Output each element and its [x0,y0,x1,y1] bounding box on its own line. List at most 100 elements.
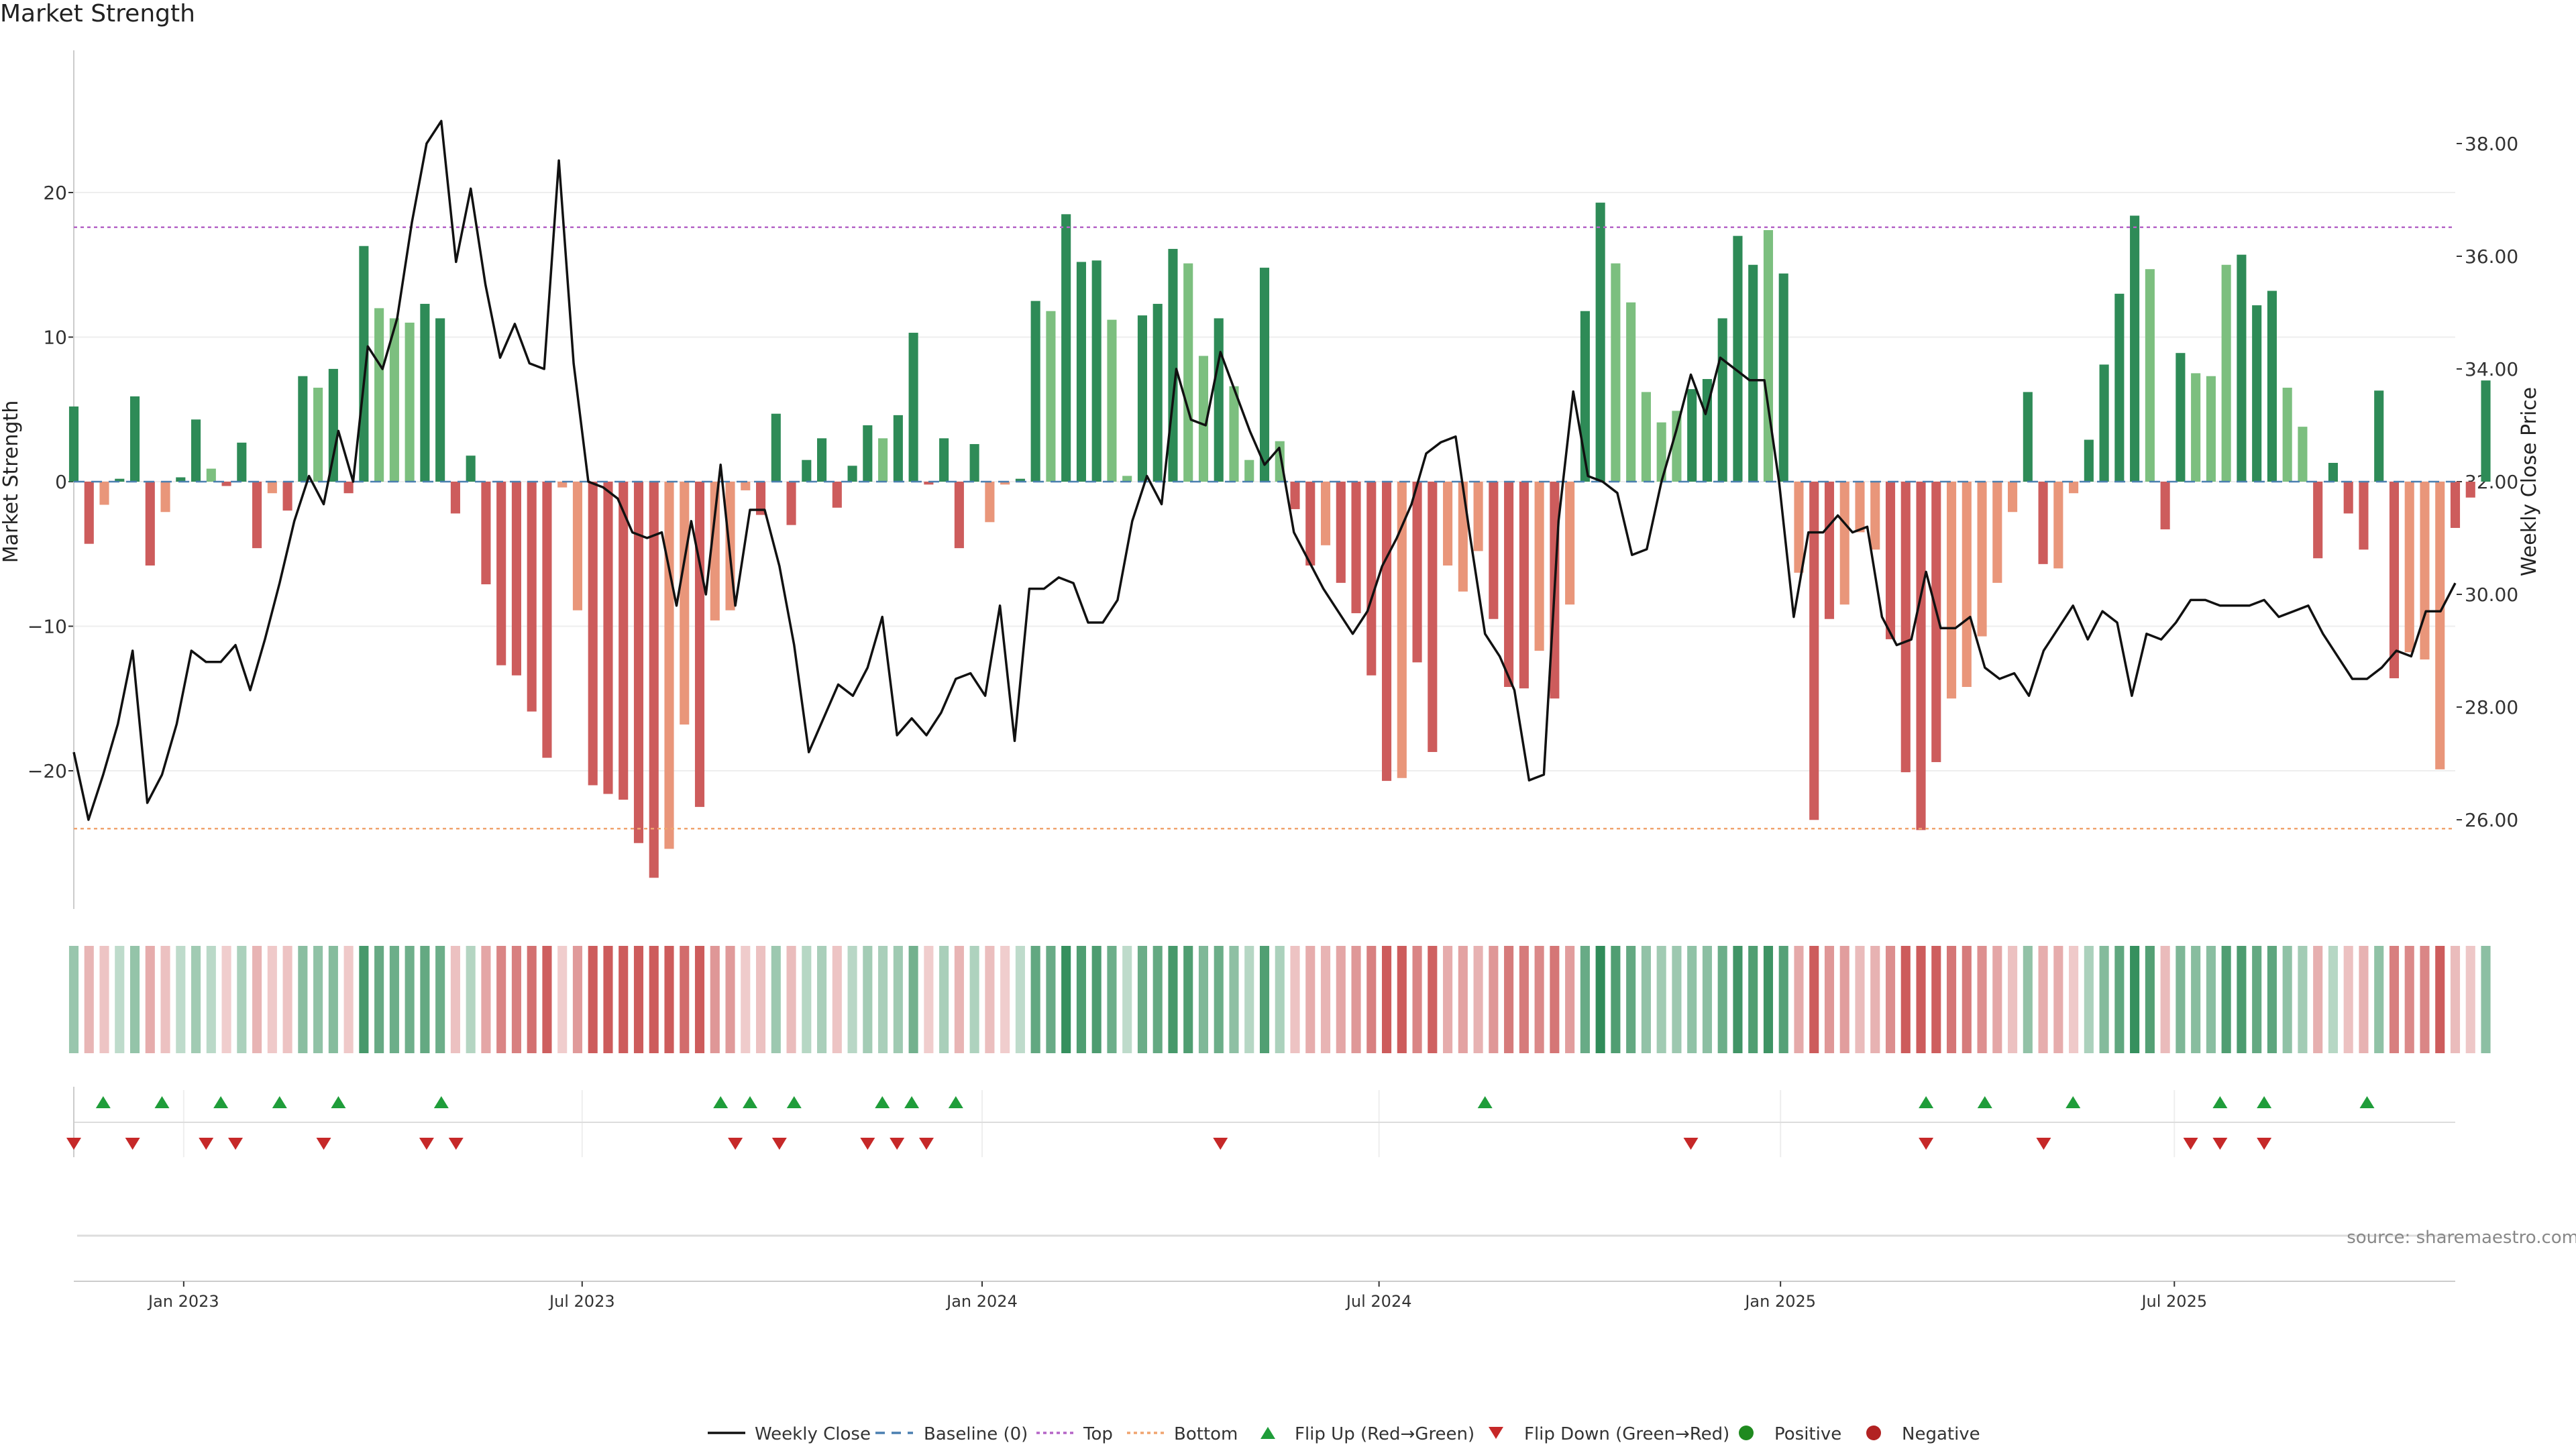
strength-bar [511,482,521,676]
strength-strip-cell [1855,946,1865,1053]
strength-strip-cell [2298,946,2308,1053]
strength-strip-cell [145,946,155,1053]
strength-bar [1839,482,1849,605]
strength-bar [1137,315,1148,482]
strength-bar [649,482,659,878]
flip-down-marker [199,1138,214,1150]
strength-strip-cell [1198,946,1209,1053]
strength-bar [221,482,231,486]
strength-bar [2435,482,2445,769]
strength-strip-cell [1626,946,1636,1053]
strength-strip-cell [1916,946,1926,1053]
strength-strip-cell [680,946,690,1053]
strength-bar [1656,422,1666,482]
strength-bar [1076,262,1086,482]
strength-strip-cell [1870,946,1880,1053]
flip-down-marker [419,1138,434,1150]
strength-strip-cell [710,946,720,1053]
strength-bar [2145,269,2155,482]
strength-strip-cell [313,946,323,1053]
strength-strip-cell [2069,946,2079,1053]
strength-strip-cell [1962,946,1972,1053]
strength-bar [1702,378,1712,482]
flip-down-marker [918,1138,934,1150]
strength-bar [2099,364,2109,482]
strength-strip-cell [191,946,201,1053]
strength-strip-cell [619,946,629,1053]
strength-strip-cell [725,946,735,1053]
strength-strip-cell [1794,946,1804,1053]
strength-bar [1015,478,1025,482]
strength-strip-cell [389,946,399,1053]
strength-strip-cell [496,946,506,1053]
strength-bar [466,455,476,482]
strength-bar [2221,264,2231,482]
strength-bar [755,482,766,515]
strength-bar [1672,411,1682,482]
strength-bar [1489,482,1499,619]
strength-strip-cell [557,946,568,1053]
strength-bar [2481,380,2491,482]
strength-strip-cell [878,946,888,1053]
strength-strip-cell [2359,946,2369,1053]
flip-up-marker [2257,1096,2272,1108]
strength-strip-cell [115,946,125,1053]
strength-bar [1229,386,1239,482]
strength-strip-cell [1733,946,1743,1053]
strength-bar [1504,482,1514,688]
strength-strip-cell [2191,946,2201,1053]
y2-tick-label: 28.00 [2465,696,2518,718]
strength-strip-cell [1977,946,1987,1053]
strength-strip-cell [1397,946,1407,1053]
strength-strip-cell [588,946,598,1053]
strength-strip-cell [1717,946,1727,1053]
strength-strip-cell [664,946,674,1053]
strength-strip-cell [1672,946,1682,1053]
strength-bar [817,438,827,482]
strength-bar [237,442,247,482]
strength-bar [359,246,369,482]
strength-bar [1351,482,1361,614]
strength-bar [252,482,262,549]
strength-bar [1428,482,1438,752]
strength-strip-cell [1595,946,1605,1053]
strength-bar [2206,376,2216,482]
strength-bar [1412,482,1422,663]
strength-strip-cell [1885,946,1896,1053]
x-tick-label: Jan 2023 [147,1292,219,1311]
strength-strip-cell [1366,946,1377,1053]
flip-up-marker [213,1096,229,1108]
strength-bar [435,318,445,482]
strength-strip-cell [1336,946,1346,1053]
strength-strip-cell [1656,946,1666,1053]
strength-bar [2084,439,2094,482]
strength-strip-cell [2221,946,2231,1053]
strength-bar [1397,482,1407,778]
flip-down-marker [316,1138,331,1150]
strength-bar [313,387,323,482]
strength-strip-cell [129,946,140,1053]
flip-up-marker [2359,1096,2375,1108]
flip-down-marker [66,1138,81,1150]
strength-bar [2267,290,2277,482]
strength-bar [1870,482,1880,550]
strength-strip-cell [969,946,979,1053]
strength-bar [908,333,918,482]
strength-bar [160,482,170,513]
strength-bar [1611,263,1621,482]
strength-bar [1580,311,1590,482]
strength-strip-cell [633,946,644,1053]
strength-bar [1183,263,1193,482]
strength-strip-cell [1687,946,1697,1053]
strength-strip-cell [84,946,94,1053]
strength-strip-cell [1428,946,1438,1053]
strength-bar [1977,482,1987,637]
strength-strip-cell [1443,946,1453,1053]
strength-bar [1962,482,1972,688]
strength-strip-cell [1946,946,1957,1053]
strength-bar [374,308,384,482]
strength-strip-cell [908,946,918,1053]
strength-strip-cell [847,946,857,1053]
strength-strip-cell [1763,946,1774,1053]
